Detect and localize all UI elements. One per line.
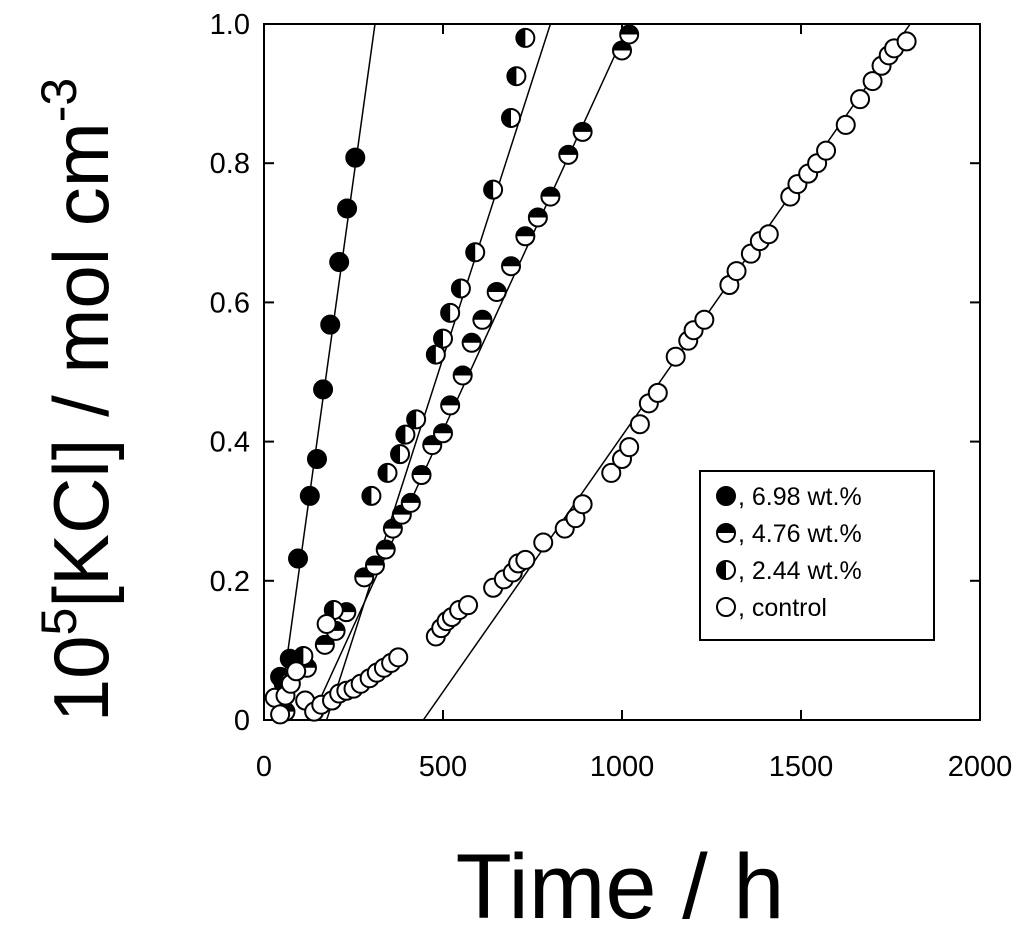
data-point <box>388 647 409 668</box>
data-point <box>314 634 335 655</box>
data-point <box>313 379 334 400</box>
data-point <box>458 595 479 616</box>
data-point <box>450 278 471 299</box>
data-point <box>619 24 640 45</box>
data-point <box>425 344 446 365</box>
data-point <box>461 332 482 353</box>
data-point <box>758 224 779 245</box>
data-points <box>264 24 917 725</box>
y-axis-title: 105[KCl] / mol cm-3 <box>31 78 125 722</box>
data-point <box>540 186 561 207</box>
legend-label: , 4.76 wt.% <box>738 520 862 548</box>
data-point <box>862 71 883 92</box>
data-point <box>364 555 385 576</box>
y-axis-title-exponent: 5 <box>31 608 87 636</box>
x-tick-label: 500 <box>419 751 467 783</box>
legend-items: , 6.98 wt.% , 4.76 wt.% , 2.44 wt.% , contr… <box>716 483 862 622</box>
data-point <box>850 89 871 110</box>
data-point <box>558 144 579 165</box>
data-point <box>440 395 461 416</box>
y-tick-label: 1.0 <box>210 9 250 41</box>
legend: , 6.98 wt.% , 4.76 wt.% , 2.44 wt.% , contr… <box>699 470 935 641</box>
data-point <box>515 549 536 570</box>
data-point <box>382 518 403 539</box>
data-point <box>572 494 593 515</box>
y-tick-label: 0.4 <box>210 427 250 459</box>
data-point <box>472 309 493 330</box>
y-axis-title-middle: [KCl] / mol cm <box>37 122 125 607</box>
x-tick-label: 0 <box>256 751 272 783</box>
data-point <box>395 424 416 445</box>
data-point <box>270 704 291 725</box>
data-point <box>694 309 715 330</box>
data-point <box>629 414 650 435</box>
x-tick-label: 1000 <box>590 751 655 783</box>
legend-label: , 6.98 wt.% <box>738 483 862 511</box>
data-point <box>647 382 668 403</box>
data-point <box>329 252 350 273</box>
data-point <box>337 198 358 219</box>
data-point <box>665 346 686 367</box>
data-point <box>320 314 341 335</box>
fit-line <box>325 24 552 720</box>
axis-ticks <box>263 23 981 721</box>
x-tick-label: 2000 <box>948 751 1013 783</box>
data-point <box>515 226 536 247</box>
data-point <box>572 121 593 142</box>
data-point <box>288 548 309 569</box>
data-point <box>345 147 366 168</box>
legend-label: , 2.44 wt.% <box>738 557 862 585</box>
data-point <box>816 140 837 161</box>
data-point <box>486 281 507 302</box>
x-tick-label: 1500 <box>769 751 834 783</box>
data-point <box>533 532 554 553</box>
data-point <box>483 179 504 200</box>
data-point <box>726 261 747 282</box>
x-axis-title: Time / h <box>456 836 785 931</box>
data-point <box>835 114 856 135</box>
y-tick-label: 0.2 <box>210 566 250 598</box>
data-point <box>440 302 461 323</box>
legend-marker <box>716 597 736 617</box>
data-point <box>361 485 382 506</box>
data-point <box>619 437 640 458</box>
data-point <box>501 256 522 277</box>
data-point <box>501 107 522 128</box>
data-point <box>515 27 536 48</box>
legend-marker <box>716 560 736 580</box>
data-point <box>433 328 453 349</box>
fit-line <box>277 24 376 720</box>
data-point <box>293 645 314 666</box>
y-tick-label: 0.6 <box>210 287 250 319</box>
legend-box <box>699 470 935 641</box>
data-point <box>433 423 453 444</box>
data-point <box>299 485 320 506</box>
y-tick-label: 0 <box>234 705 250 737</box>
fit-line <box>422 24 911 720</box>
data-point <box>411 465 432 486</box>
data-point <box>316 613 337 634</box>
data-point <box>406 409 427 430</box>
y-axis-title-base: 10 <box>37 635 125 722</box>
y-tick-label: 0.8 <box>210 148 250 180</box>
data-point <box>286 661 307 682</box>
data-point <box>377 462 398 483</box>
fit-lines <box>277 24 911 720</box>
data-point <box>527 207 548 228</box>
data-point <box>375 539 396 560</box>
axis-tick-labels: 0 500 1000 1500 2000 0 0.2 0.4 0.6 0.8 1.0 <box>210 9 1013 783</box>
legend-marker <box>716 523 736 543</box>
legend-marker <box>716 486 736 506</box>
data-point <box>390 444 411 465</box>
data-point <box>400 492 421 513</box>
data-point <box>465 242 486 263</box>
data-point <box>896 31 917 52</box>
legend-label: , control <box>738 594 827 622</box>
data-point <box>452 365 473 386</box>
y-axis-title-exponent-2: -3 <box>31 78 87 122</box>
data-point <box>306 449 327 469</box>
data-point <box>601 462 622 483</box>
data-point <box>506 66 527 87</box>
